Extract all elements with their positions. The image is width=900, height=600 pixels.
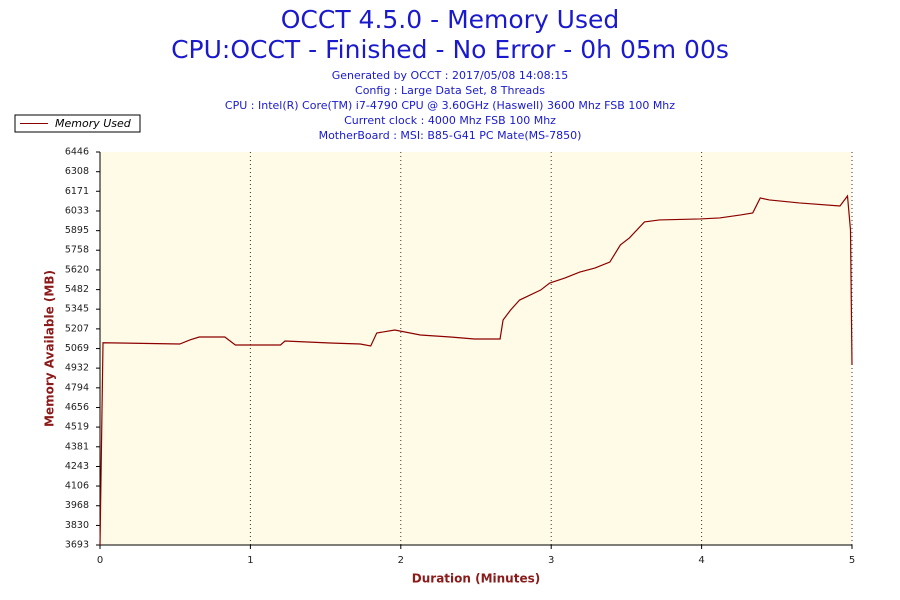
y-tick-label: 4519 [65, 422, 89, 433]
y-tick-label: 5895 [65, 225, 89, 236]
y-tick-label: 3693 [65, 540, 89, 551]
plot-area [100, 152, 852, 545]
y-tick-label: 4106 [65, 481, 89, 492]
y-tick-label: 3968 [65, 500, 89, 511]
y-axis-label: Memory Available (MB) [43, 270, 57, 427]
x-axis-label: Duration (Minutes) [412, 572, 540, 586]
chart-title: OCCT 4.5.0 - Memory Used [281, 5, 620, 34]
y-tick-label: 6033 [65, 205, 89, 216]
y-tick-label: 5207 [65, 323, 89, 334]
y-tick-label: 4794 [65, 382, 89, 393]
y-tick-label: 6171 [65, 186, 89, 197]
y-tick-label: 4381 [65, 441, 89, 452]
y-tick-label: 4243 [65, 461, 89, 472]
legend-label: Memory Used [55, 117, 132, 130]
y-tick-label: 6446 [65, 147, 89, 158]
y-tick-label: 5758 [65, 245, 89, 256]
y-tick-label: 4932 [65, 363, 89, 374]
data-line [99, 194, 853, 546]
y-tick-label: 6308 [65, 166, 89, 177]
y-tick-label: 5069 [65, 343, 89, 354]
legend-box [14, 114, 141, 133]
y-tick-label: 4656 [65, 402, 89, 413]
chart-subtitle: CPU:OCCT - Finished - No Error - 0h 05m … [171, 35, 729, 64]
info-line: MotherBoard : MSI: B85-G41 PC Mate(MS-78… [319, 129, 582, 142]
y-tick-label: 5345 [65, 304, 89, 315]
x-tick-label: 2 [398, 555, 404, 566]
x-tick-label: 0 [97, 555, 103, 566]
x-tick-label: 4 [698, 555, 704, 566]
y-tick-label: 3830 [65, 520, 89, 531]
y-tick-label: 5620 [65, 264, 89, 275]
y-tick-label: 5482 [65, 284, 89, 295]
info-line: Generated by OCCT : 2017/05/08 14:08:15 [332, 69, 569, 82]
info-line: CPU : Intel(R) Core(TM) i7-4790 CPU @ 3.… [225, 99, 675, 112]
info-line: Config : Large Data Set, 8 Threads [355, 84, 545, 97]
x-tick-label: 3 [548, 555, 554, 566]
x-tick-label: 5 [849, 555, 855, 566]
info-line: Current clock : 4000 Mhz FSB 100 Mhz [344, 114, 556, 127]
x-tick-label: 1 [247, 555, 253, 566]
